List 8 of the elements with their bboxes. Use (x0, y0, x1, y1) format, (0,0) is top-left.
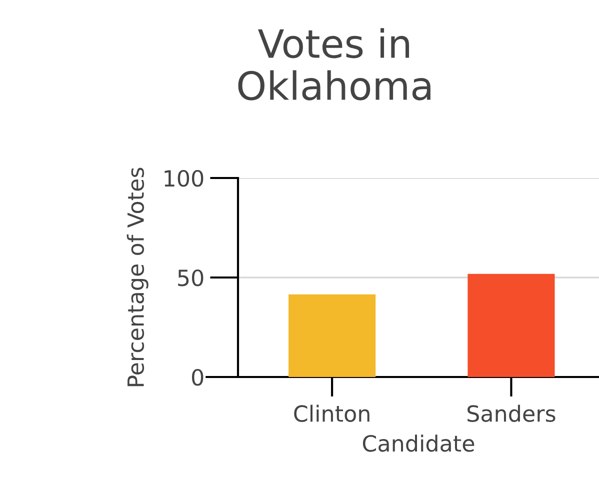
y-tick-label: 50 (178, 269, 204, 286)
x-tick-label: Clinton (294, 404, 370, 422)
y-tick-label: 0 (192, 368, 204, 386)
chart-title: Votes in Oklahoma (238, 28, 430, 100)
x-tick-label: Sanders (468, 404, 556, 422)
x-axis-title: Candidate (362, 434, 474, 452)
y-tick-label: 100 (164, 170, 204, 187)
y-axis-title: Percentage of Votes (126, 168, 148, 386)
